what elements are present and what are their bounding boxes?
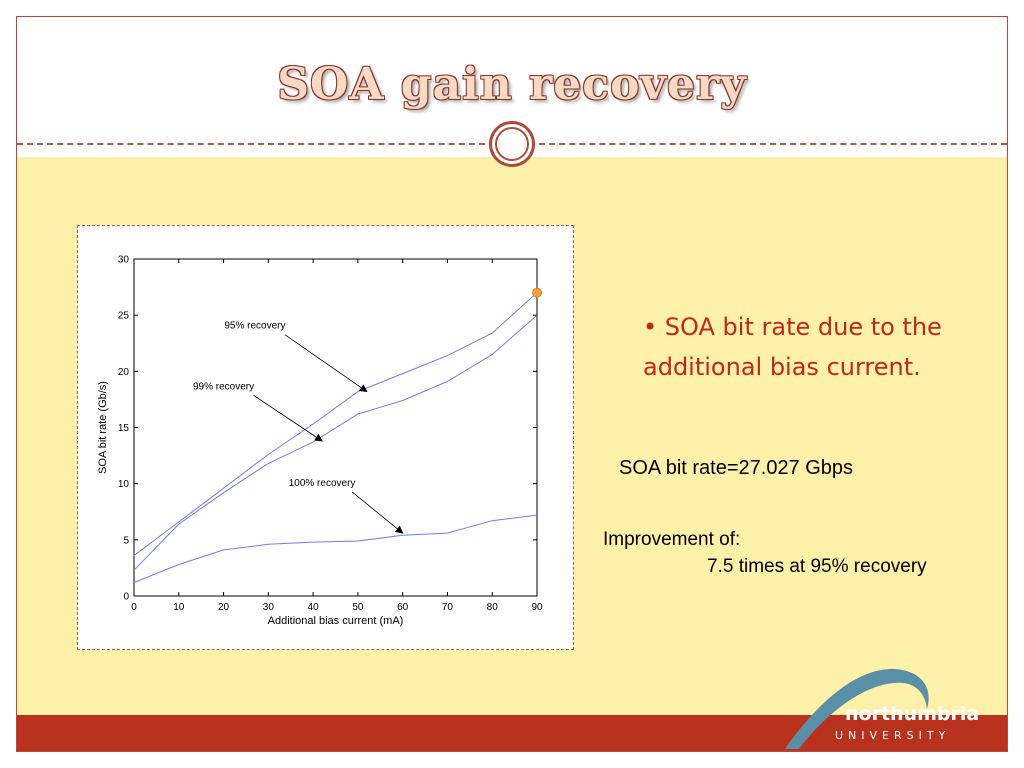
bullet-marker: •: [643, 313, 665, 341]
slide: SOA gain recovery 0 10 20 30 40 50 60 70 80 90 0 5 1…: [16, 16, 1008, 752]
x-tick-label: 90: [531, 602, 543, 613]
annotation-label-3: 100% recovery: [289, 478, 356, 489]
highlight-point: [532, 287, 542, 298]
y-tick-label: 20: [118, 367, 130, 378]
x-tick-label: 70: [442, 602, 454, 613]
x-axis-label: Additional bias current (mA): [268, 615, 404, 627]
x-tick-label: 40: [308, 602, 320, 613]
y-tick-label: 5: [123, 535, 129, 546]
improvement-label: Improvement of:: [603, 529, 741, 550]
bullet-text: • SOA bit rate due to the additional bia…: [643, 307, 973, 387]
x-tick-label: 30: [263, 602, 275, 613]
chart-frame: 0 10 20 30 40 50 60 70 80 90 0 5 10 15 20 25 30 Additiona…: [77, 225, 574, 650]
y-tick-label: 30: [118, 255, 130, 266]
annotation-label-1: 95% recovery: [224, 321, 285, 332]
x-tick-label: 80: [487, 602, 499, 613]
y-tick-label: 15: [118, 423, 130, 434]
logo-swoosh-icon: [785, 668, 929, 749]
annotation-label-2: 99% recovery: [193, 381, 254, 392]
slide-title: SOA gain recovery: [277, 59, 747, 110]
series-line-1: [133, 292, 538, 556]
bullet-content: SOA bit rate due to the additional bias …: [643, 313, 942, 381]
circle-ornament-icon: [489, 121, 535, 167]
logo-name: northumbria: [845, 703, 980, 725]
footer-bar: [17, 715, 1007, 751]
improvement-value: 7.5 times at 95% recovery: [707, 556, 927, 577]
annotation-arrow-2: [253, 394, 323, 442]
y-axis-label: SOA bit rate (Gb/s): [97, 381, 109, 474]
y-tick-label: 0: [123, 592, 129, 603]
circle-ornament-inner: [495, 127, 529, 161]
bit-rate-text: SOA bit rate=27.027 Gbps: [619, 457, 854, 479]
series-line-2: [133, 314, 538, 571]
x-tick-label: 50: [352, 602, 364, 613]
annotation-arrow-3: [351, 491, 404, 534]
series-line-3: [133, 514, 538, 583]
northumbria-logo: northumbria UNIVERSITY: [777, 663, 1007, 751]
y-tick-label: 25: [118, 311, 130, 322]
logo-subtitle: UNIVERSITY: [835, 729, 951, 742]
x-tick-label: 10: [173, 602, 185, 613]
x-tick-label: 20: [218, 602, 230, 613]
annotation-arrow-1: [284, 334, 368, 393]
x-tick-label: 60: [397, 602, 409, 613]
y-tick-label: 10: [118, 479, 130, 490]
bit-rate-chart: 0 10 20 30 40 50 60 70 80 90 0 5 10 15 20 25 30 Additiona…: [97, 255, 543, 628]
x-tick-label: 0: [131, 602, 137, 613]
